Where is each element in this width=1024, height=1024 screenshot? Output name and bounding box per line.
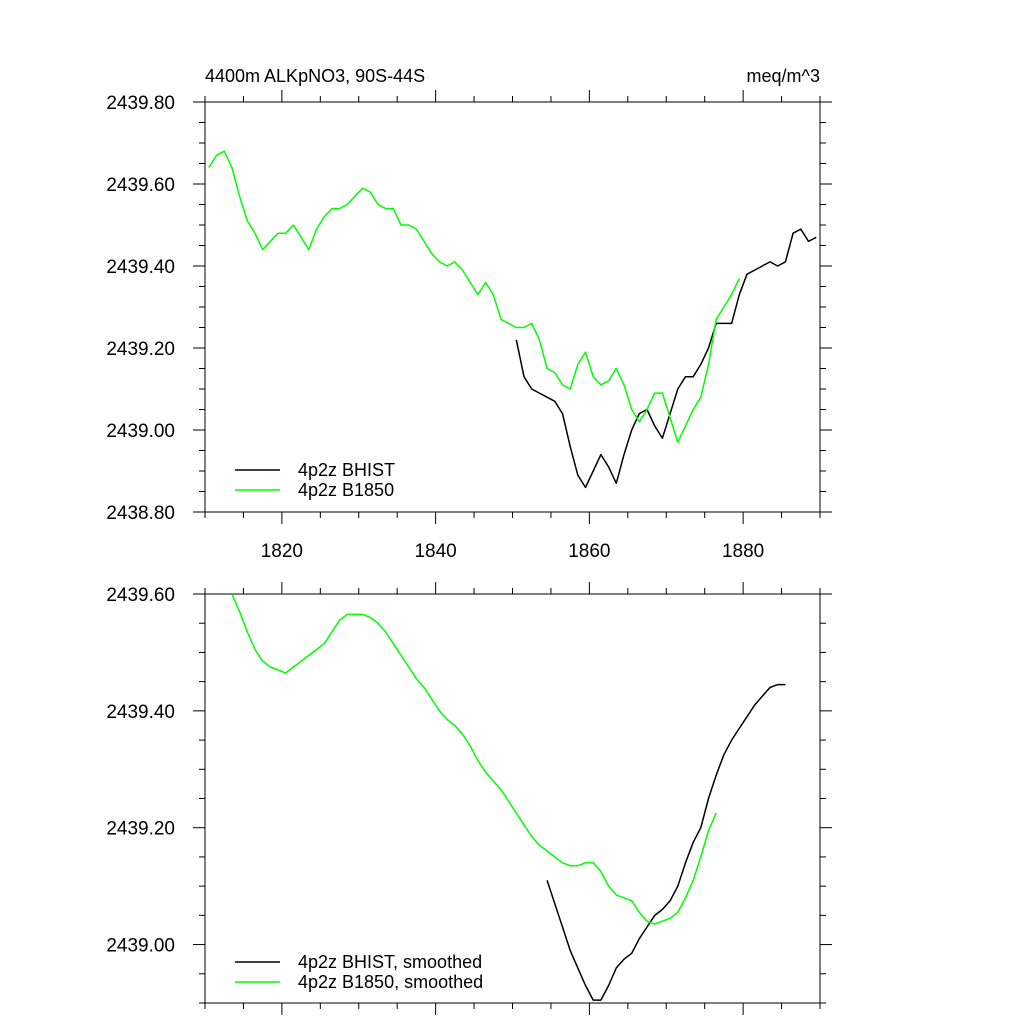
legend-label: 4p2z B1850 [298, 480, 394, 500]
bottom-panel: 2439.00 2439.20 2439.40 2439.60 4p2z BHIST, … [106, 582, 832, 1015]
x-tick-label: 1860 [568, 541, 610, 562]
y-tick-label: 2439.20 [106, 339, 175, 360]
y-tick-label: 2439.20 [106, 819, 175, 840]
x-tick-label: 1820 [261, 541, 303, 562]
plot-frame [204, 101, 821, 513]
units-label: meq/m^3 [747, 66, 820, 86]
top-panel: 1820 1840 1860 1880 2438.80 2439.00 2439.20 243… [106, 66, 832, 562]
series-line-1 [208, 150, 740, 444]
legend-label: 4p2z BHIST, smoothed [298, 952, 482, 972]
y-tick-label: 2439.60 [106, 585, 175, 606]
legend-label: 4p2z B1850, smoothed [298, 972, 483, 992]
y-tick-label: 2438.80 [106, 503, 175, 524]
y-tick-label: 2439.40 [106, 257, 175, 278]
x-tick-label: 1840 [414, 541, 456, 562]
y-tick-label: 2439.80 [106, 93, 175, 114]
legend-label: 4p2z BHIST [298, 460, 395, 480]
series-line-1 [231, 594, 717, 925]
series-line-0 [546, 683, 786, 1001]
series-line-0 [515, 228, 817, 489]
y-tick-label: 2439.00 [106, 421, 175, 442]
chart-title: 4400m ALKpNO3, 90S-44S [205, 66, 425, 86]
y-tick-label: 2439.60 [106, 175, 175, 196]
plot-frame [204, 593, 821, 1004]
x-tick-label: 1880 [722, 541, 764, 562]
y-tick-label: 2439.00 [106, 936, 175, 957]
y-tick-label: 2439.40 [106, 702, 175, 723]
